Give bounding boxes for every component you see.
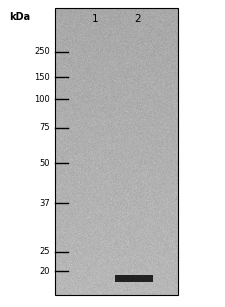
- Text: 37: 37: [39, 199, 50, 208]
- Bar: [115, 274, 153, 282]
- Text: 20: 20: [40, 266, 50, 275]
- Text: kDa: kDa: [9, 12, 31, 22]
- Text: 25: 25: [40, 247, 50, 257]
- Text: 50: 50: [40, 158, 50, 168]
- Bar: [55, 8, 178, 295]
- Text: 150: 150: [34, 72, 50, 81]
- Text: 2: 2: [135, 14, 141, 24]
- Text: 250: 250: [34, 48, 50, 56]
- Text: 100: 100: [34, 95, 50, 103]
- Text: 1: 1: [92, 14, 98, 24]
- Text: 75: 75: [39, 123, 50, 133]
